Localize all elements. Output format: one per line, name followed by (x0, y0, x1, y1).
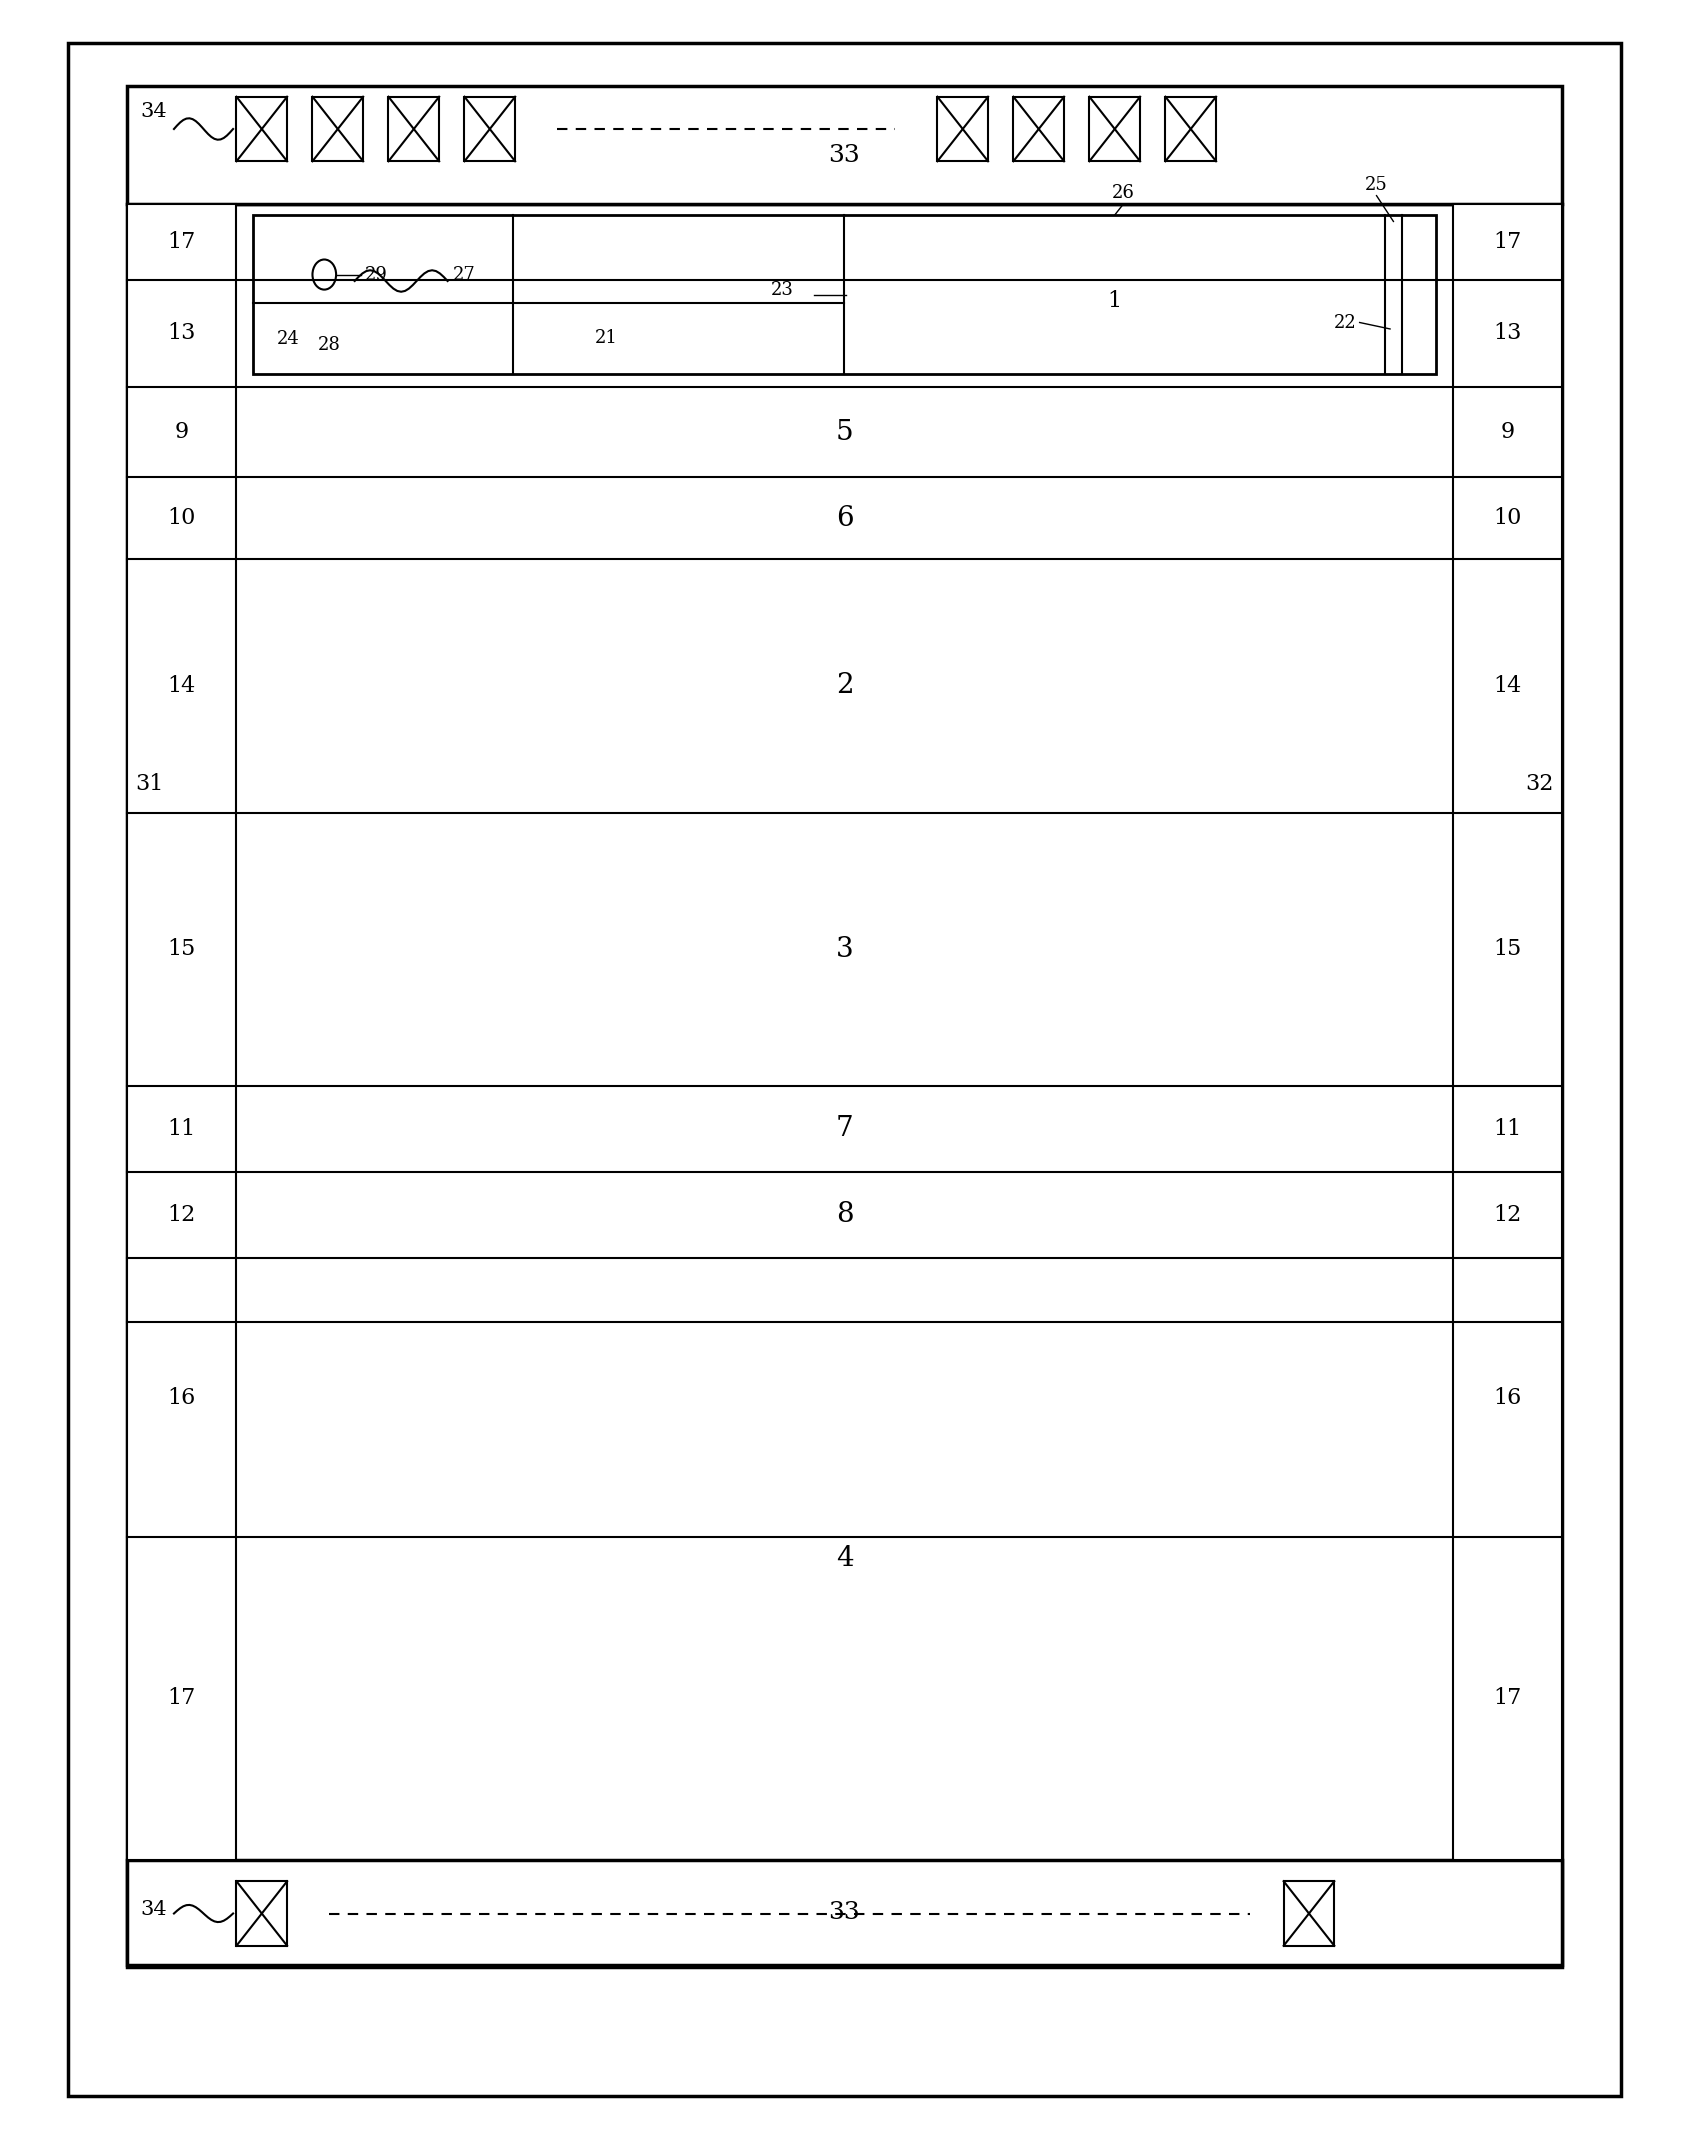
Text: 25: 25 (1365, 176, 1388, 194)
Bar (236, 1881, 287, 1946)
Bar (127, 204, 1562, 1967)
Text: 5: 5 (836, 419, 853, 445)
Text: 17: 17 (1493, 230, 1522, 254)
Text: 12: 12 (1493, 1204, 1522, 1226)
Bar (253, 215, 1436, 374)
Text: 16: 16 (1493, 1387, 1522, 1408)
Text: 11: 11 (1493, 1118, 1522, 1140)
Text: 2: 2 (836, 673, 853, 699)
Text: 26: 26 (1111, 185, 1135, 202)
Text: 15: 15 (167, 937, 196, 961)
Text: 3: 3 (836, 935, 853, 963)
Text: 11: 11 (167, 1118, 196, 1140)
Bar (127, 86, 1562, 204)
Text: 13: 13 (167, 322, 196, 344)
Bar (1165, 97, 1216, 161)
Bar (1284, 1881, 1334, 1946)
Text: 17: 17 (167, 230, 196, 254)
Text: 32: 32 (1525, 774, 1554, 796)
Text: 7: 7 (836, 1116, 853, 1142)
Bar (388, 97, 439, 161)
Text: 34: 34 (140, 103, 167, 120)
Text: 15: 15 (1493, 937, 1522, 961)
Text: 21: 21 (595, 329, 618, 348)
Text: 10: 10 (167, 507, 196, 529)
Text: 23: 23 (770, 282, 794, 299)
Text: 22: 22 (1334, 314, 1356, 331)
Text: 12: 12 (167, 1204, 196, 1226)
Text: 34: 34 (140, 1901, 167, 1918)
Text: 6: 6 (836, 505, 853, 531)
Bar (1013, 97, 1064, 161)
Bar (464, 97, 515, 161)
Text: 27: 27 (453, 267, 475, 284)
Text: 13: 13 (1493, 322, 1522, 344)
Text: 1: 1 (1108, 290, 1121, 312)
Text: 33: 33 (829, 144, 860, 168)
Text: 14: 14 (167, 675, 196, 697)
Bar (937, 97, 988, 161)
Text: 17: 17 (167, 1688, 196, 1709)
Bar (1089, 97, 1140, 161)
Text: 8: 8 (836, 1202, 853, 1228)
Text: 4: 4 (836, 1546, 853, 1572)
Text: 33: 33 (829, 1901, 860, 1924)
Text: 29: 29 (365, 267, 388, 284)
Text: 31: 31 (135, 774, 164, 796)
Text: 28: 28 (318, 335, 341, 355)
Bar (127, 204, 236, 1860)
Text: 16: 16 (167, 1387, 196, 1408)
Bar (1453, 204, 1562, 1860)
Text: 9: 9 (1500, 421, 1515, 443)
Text: 17: 17 (1493, 1688, 1522, 1709)
Text: 10: 10 (1493, 507, 1522, 529)
Text: 9: 9 (174, 421, 189, 443)
Text: 14: 14 (1493, 675, 1522, 697)
Bar (312, 97, 363, 161)
Bar (127, 1860, 1562, 1965)
Text: 24: 24 (277, 331, 299, 348)
Bar (236, 97, 287, 161)
